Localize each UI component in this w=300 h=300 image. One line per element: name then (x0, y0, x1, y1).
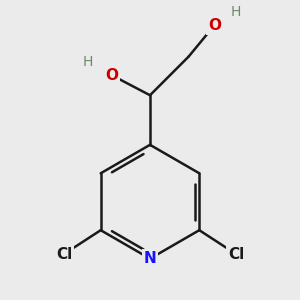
Text: O: O (208, 18, 221, 33)
Text: H: H (82, 55, 93, 69)
Text: O: O (105, 68, 118, 82)
Text: H: H (230, 4, 241, 19)
Text: Cl: Cl (228, 247, 244, 262)
Text: N: N (144, 251, 156, 266)
Text: Cl: Cl (56, 247, 72, 262)
